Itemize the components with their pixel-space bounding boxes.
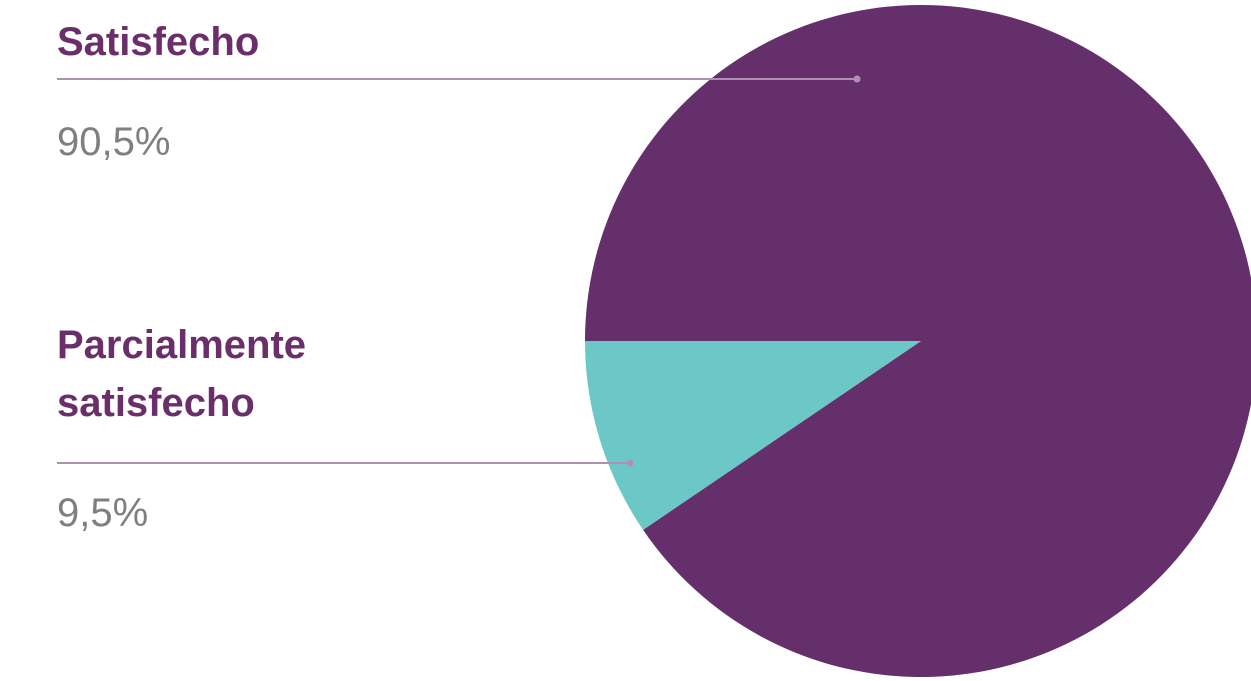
legend-value-satisfecho: 90,5% — [57, 120, 171, 164]
legend-label-parcialmente-satisfecho: Parcialmente satisfecho — [57, 323, 307, 425]
legend-label-satisfecho: Satisfecho — [57, 20, 260, 64]
pie-slice-satisfecho — [585, 5, 1251, 677]
leader-dot-parcialmente-satisfecho — [626, 459, 634, 467]
legend-value-parcialmente-satisfecho: 9,5% — [57, 491, 149, 535]
pie-slice-parcialmente-satisfecho — [585, 341, 921, 530]
leader-dot-satisfecho — [853, 75, 861, 83]
